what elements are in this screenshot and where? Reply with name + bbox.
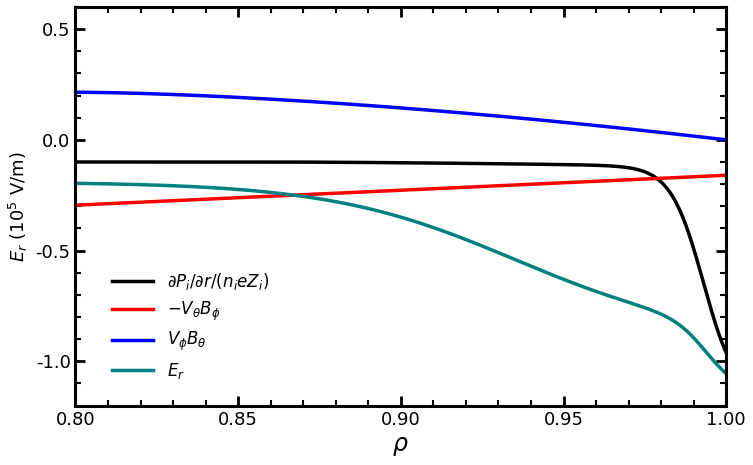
- $-V_{\theta}B_{\phi}$: [721, 173, 730, 178]
- Line: $-V_{\theta}B_{\phi}$: $-V_{\theta}B_{\phi}$: [75, 175, 726, 205]
- $E_r$: [518, 260, 527, 266]
- $-V_{\theta}B_{\phi}$: [578, 179, 587, 185]
- $V_{\phi}B_{\theta}$: [518, 115, 527, 121]
- $E_r$: [334, 199, 343, 205]
- $-V_{\theta}B_{\phi}$: [334, 190, 343, 196]
- $-V_{\theta}B_{\phi}$: [518, 182, 527, 187]
- $\partial P_i/\partial r/(n_i e Z_i)$: [590, 162, 599, 168]
- Line: $V_{\phi}B_{\theta}$: $V_{\phi}B_{\theta}$: [75, 92, 726, 140]
- $\partial P_i/\partial r/(n_i e Z_i)$: [518, 161, 527, 167]
- Y-axis label: $E_r$ (10$^5$ V/m): $E_r$ (10$^5$ V/m): [7, 151, 30, 261]
- $V_{\phi}B_{\theta}$: [590, 123, 599, 128]
- $\partial P_i/\partial r/(n_i e Z_i)$: [721, 350, 730, 356]
- Legend: $\partial P_i/\partial r/(n_i e Z_i)$, $-V_{\theta}B_{\phi}$, $V_{\phi}B_{\theta: $\partial P_i/\partial r/(n_i e Z_i)$, $…: [103, 263, 277, 389]
- $-V_{\theta}B_{\phi}$: [137, 199, 146, 205]
- $\partial P_i/\partial r/(n_i e Z_i)$: [334, 159, 343, 165]
- Line: $E_r$: $E_r$: [75, 183, 726, 373]
- $V_{\phi}B_{\theta}$: [721, 137, 730, 143]
- $E_r$: [590, 288, 599, 294]
- $V_{\phi}B_{\theta}$: [578, 121, 587, 127]
- $E_r$: [721, 371, 730, 376]
- $V_{\phi}B_{\theta}$: [334, 100, 343, 106]
- X-axis label: $\rho$: $\rho$: [392, 434, 409, 458]
- $E_r$: [71, 180, 80, 186]
- $\partial P_i/\partial r/(n_i e Z_i)$: [578, 162, 587, 168]
- $E_r$: [358, 204, 367, 210]
- $-V_{\theta}B_{\phi}$: [590, 179, 599, 184]
- $V_{\phi}B_{\theta}$: [71, 89, 80, 95]
- $V_{\phi}B_{\theta}$: [137, 91, 146, 96]
- $V_{\phi}B_{\theta}$: [358, 102, 367, 108]
- $E_r$: [137, 182, 146, 187]
- $\partial P_i/\partial r/(n_i e Z_i)$: [137, 159, 146, 165]
- $-V_{\theta}B_{\phi}$: [358, 189, 367, 195]
- $E_r$: [578, 284, 587, 290]
- Line: $\partial P_i/\partial r/(n_i e Z_i)$: $\partial P_i/\partial r/(n_i e Z_i)$: [75, 162, 726, 353]
- $\partial P_i/\partial r/(n_i e Z_i)$: [358, 159, 367, 165]
- $\partial P_i/\partial r/(n_i e Z_i)$: [71, 159, 80, 165]
- $-V_{\theta}B_{\phi}$: [71, 202, 80, 208]
